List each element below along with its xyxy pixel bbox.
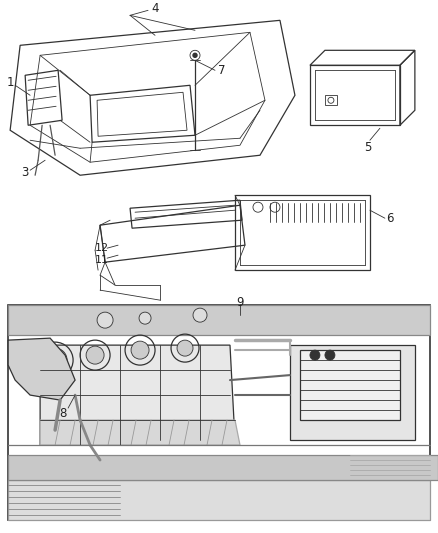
Bar	[8, 455, 438, 480]
Text: 5: 5	[364, 141, 371, 154]
Polygon shape	[40, 345, 235, 445]
Circle shape	[325, 350, 335, 360]
Text: 7: 7	[218, 64, 226, 77]
Circle shape	[97, 312, 113, 328]
Text: 6: 6	[386, 212, 394, 225]
Polygon shape	[8, 338, 75, 400]
Polygon shape	[290, 345, 415, 440]
Circle shape	[86, 346, 104, 364]
Polygon shape	[40, 420, 240, 445]
Text: 8: 8	[60, 407, 67, 419]
Circle shape	[131, 341, 149, 359]
Text: 9: 9	[236, 296, 244, 309]
Text: 4: 4	[151, 2, 159, 15]
Polygon shape	[8, 480, 430, 520]
Text: 1: 1	[7, 76, 14, 89]
Text: 12: 12	[95, 243, 109, 253]
Circle shape	[49, 354, 61, 366]
Text: 3: 3	[21, 166, 29, 179]
Circle shape	[43, 348, 67, 372]
Circle shape	[139, 312, 151, 324]
Bar	[300, 350, 400, 420]
Circle shape	[193, 308, 207, 322]
Circle shape	[177, 340, 193, 356]
Circle shape	[193, 53, 197, 58]
Circle shape	[310, 350, 320, 360]
Bar	[325, 95, 337, 106]
Polygon shape	[8, 305, 430, 335]
Text: 11: 11	[95, 255, 109, 265]
